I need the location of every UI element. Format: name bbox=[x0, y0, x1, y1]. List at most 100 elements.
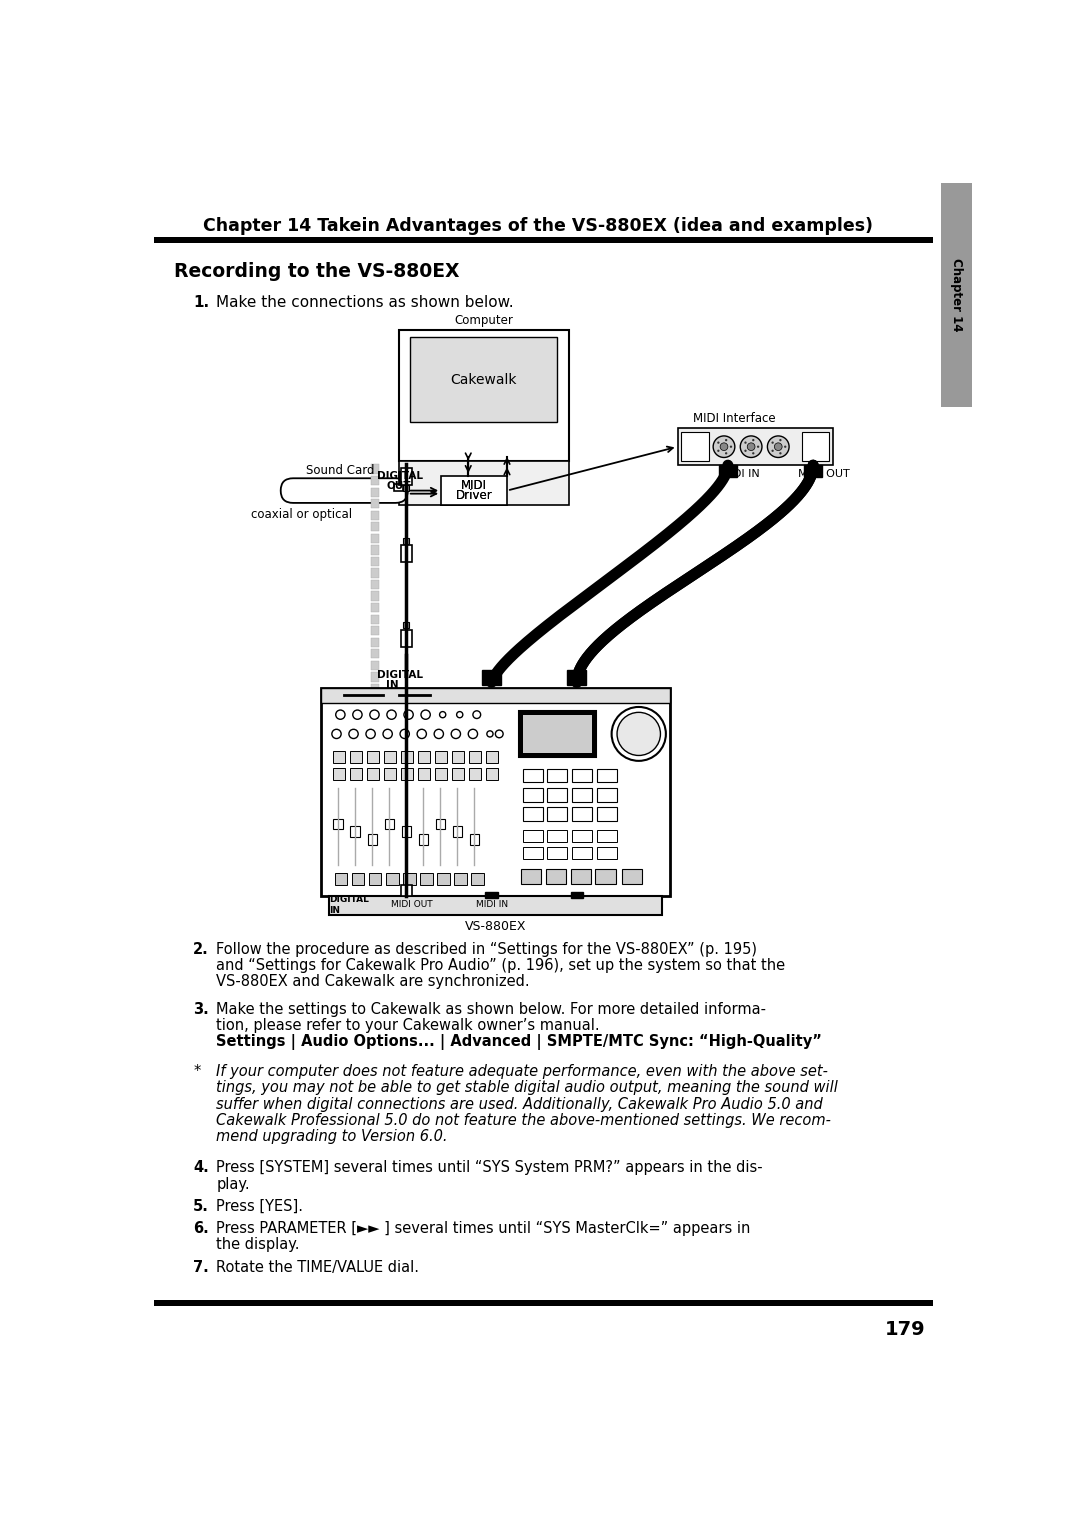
Text: tion, please refer to your Cakewalk owner’s manual.: tion, please refer to your Cakewalk owne… bbox=[216, 1018, 600, 1033]
Bar bbox=[367, 750, 379, 762]
Bar bbox=[403, 872, 416, 885]
Text: Settings | Audio Options... | Advanced | SMPTE/MTC Sync: “High-Quality”: Settings | Audio Options... | Advanced |… bbox=[216, 1034, 822, 1050]
Text: MIDI: MIDI bbox=[461, 478, 487, 492]
Bar bbox=[418, 750, 430, 762]
Bar bbox=[372, 581, 379, 590]
Text: VS-880EX: VS-880EX bbox=[464, 920, 526, 934]
Text: 2.: 2. bbox=[193, 941, 208, 957]
Bar bbox=[372, 533, 379, 542]
Bar bbox=[597, 807, 617, 821]
Text: suffer when digital connections are used. Additionally, Cakewalk Pro Audio 5.0 a: suffer when digital connections are used… bbox=[216, 1097, 823, 1111]
Text: MIDI OUT: MIDI OUT bbox=[391, 900, 432, 909]
Circle shape bbox=[473, 711, 481, 718]
Bar bbox=[523, 830, 542, 842]
Bar bbox=[403, 538, 409, 544]
Bar bbox=[441, 475, 507, 506]
Bar bbox=[401, 468, 411, 486]
Text: Press [YES].: Press [YES]. bbox=[216, 1199, 303, 1213]
Bar bbox=[622, 868, 642, 885]
Bar bbox=[401, 545, 411, 562]
Circle shape bbox=[725, 439, 727, 442]
Bar bbox=[372, 660, 379, 669]
Text: Sound Card: Sound Card bbox=[306, 465, 375, 477]
Bar bbox=[572, 847, 592, 859]
Circle shape bbox=[771, 449, 773, 452]
Bar bbox=[572, 788, 592, 802]
Circle shape bbox=[780, 439, 782, 442]
Circle shape bbox=[469, 729, 477, 738]
Bar bbox=[383, 767, 396, 781]
Bar bbox=[372, 649, 379, 659]
Text: 179: 179 bbox=[885, 1320, 926, 1339]
Bar bbox=[387, 872, 399, 885]
Bar bbox=[410, 338, 557, 422]
Bar bbox=[572, 807, 592, 821]
Bar bbox=[548, 847, 567, 859]
Circle shape bbox=[752, 452, 755, 454]
Bar bbox=[154, 1300, 933, 1306]
Text: IN: IN bbox=[387, 680, 399, 691]
Circle shape bbox=[457, 712, 463, 718]
Text: MIDI: MIDI bbox=[461, 478, 487, 492]
Bar bbox=[367, 834, 377, 845]
Circle shape bbox=[366, 729, 375, 738]
Bar bbox=[419, 834, 428, 845]
Text: the display.: the display. bbox=[216, 1238, 300, 1253]
Bar bbox=[372, 510, 379, 520]
Bar bbox=[523, 788, 542, 802]
Bar bbox=[469, 750, 482, 762]
Bar bbox=[570, 892, 583, 898]
Circle shape bbox=[496, 730, 503, 738]
Bar bbox=[485, 892, 498, 898]
Bar bbox=[402, 827, 410, 837]
Bar bbox=[372, 545, 379, 555]
Bar bbox=[350, 750, 362, 762]
Circle shape bbox=[768, 435, 789, 457]
Bar bbox=[420, 872, 433, 885]
Text: Driver: Driver bbox=[456, 489, 492, 503]
Text: 5.: 5. bbox=[193, 1199, 210, 1213]
Bar bbox=[401, 750, 414, 762]
Text: 4.: 4. bbox=[193, 1160, 208, 1175]
Bar bbox=[548, 788, 567, 802]
Bar bbox=[455, 872, 467, 885]
Circle shape bbox=[720, 443, 728, 451]
Bar bbox=[321, 688, 670, 703]
Bar bbox=[367, 767, 379, 781]
Text: DIGITAL: DIGITAL bbox=[377, 669, 422, 680]
Bar bbox=[597, 830, 617, 842]
Circle shape bbox=[617, 712, 661, 755]
Bar bbox=[383, 750, 396, 762]
Text: Recording to the VS-880EX: Recording to the VS-880EX bbox=[174, 263, 459, 281]
Bar bbox=[333, 750, 345, 762]
Bar bbox=[597, 847, 617, 859]
Circle shape bbox=[752, 439, 755, 442]
Bar bbox=[718, 465, 738, 477]
Bar bbox=[597, 788, 617, 802]
Bar bbox=[435, 767, 447, 781]
Bar bbox=[437, 460, 530, 469]
Circle shape bbox=[780, 452, 782, 454]
Bar bbox=[572, 830, 592, 842]
Circle shape bbox=[744, 442, 746, 443]
Bar bbox=[486, 767, 499, 781]
Bar bbox=[521, 868, 541, 885]
Bar bbox=[570, 868, 591, 885]
Bar bbox=[350, 827, 360, 837]
Circle shape bbox=[487, 730, 494, 736]
Circle shape bbox=[747, 443, 755, 451]
Text: 7.: 7. bbox=[193, 1259, 208, 1274]
Bar bbox=[401, 767, 414, 781]
Bar bbox=[372, 591, 379, 601]
Circle shape bbox=[336, 711, 345, 720]
Text: Press [SYSTEM] several times until “SYS System PRM?” appears in the dis-: Press [SYSTEM] several times until “SYS … bbox=[216, 1160, 762, 1175]
Circle shape bbox=[717, 442, 719, 443]
Bar bbox=[350, 767, 362, 781]
Text: MIDI Interface: MIDI Interface bbox=[693, 413, 775, 425]
Circle shape bbox=[784, 446, 786, 448]
Bar bbox=[595, 868, 616, 885]
Bar bbox=[453, 827, 462, 837]
Circle shape bbox=[713, 435, 734, 457]
Bar bbox=[681, 432, 708, 461]
Bar bbox=[435, 819, 445, 830]
